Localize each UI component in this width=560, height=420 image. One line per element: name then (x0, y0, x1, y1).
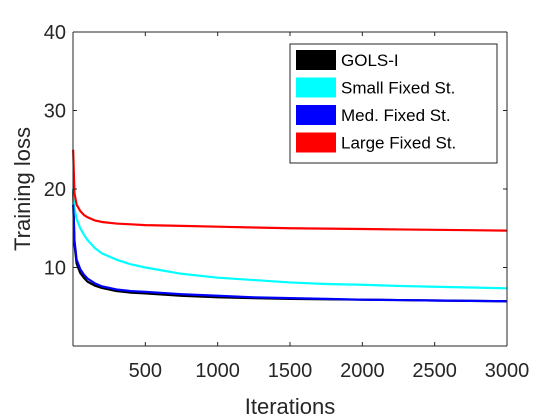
series-line-2 (72, 188, 508, 290)
y-tick-label: 20 (44, 179, 66, 201)
legend-swatch (296, 50, 336, 70)
x-tick-label: 2500 (412, 360, 457, 382)
x-tick-label: 1500 (268, 360, 313, 382)
legend-label: Large Fixed St. (341, 134, 456, 153)
series-line-4 (72, 149, 508, 232)
x-tick-label: 1000 (195, 360, 240, 382)
x-axis-label: Iterations (245, 394, 336, 419)
legend-label: Med. Fixed St. (341, 106, 451, 125)
series-line-3 (72, 204, 508, 303)
x-tick-label: 2000 (340, 360, 385, 382)
series-layer (72, 149, 508, 303)
x-tick-label: 500 (129, 360, 162, 382)
legend-label: Small Fixed St. (341, 79, 455, 98)
y-tick-label: 30 (44, 101, 66, 123)
y-tick-label: 10 (44, 258, 66, 280)
legend: GOLS-I Small Fixed St. Med. Fixed St. Large… (289, 43, 498, 164)
legend-swatch (296, 105, 336, 125)
legend-label: GOLS-I (341, 51, 399, 70)
y-tick-label: 40 (44, 22, 66, 44)
ticks-layer: 500 1000 1500 2000 2500 3000 10 20 30 40 (44, 22, 530, 382)
y-axis-label: Training loss (10, 127, 35, 251)
legend-swatch (296, 132, 336, 153)
legend-swatch (296, 77, 336, 98)
x-tick-label: 3000 (485, 360, 530, 382)
